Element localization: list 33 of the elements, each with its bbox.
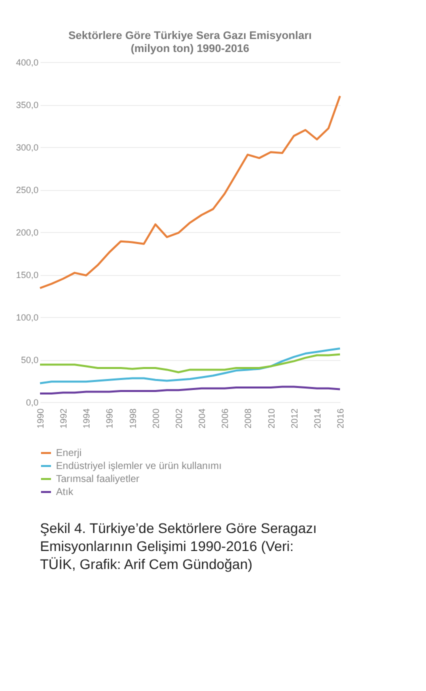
y-tick-label: 50,0: [20, 355, 38, 365]
y-tick-label: 200,0: [16, 228, 38, 238]
line-series: [39, 95, 341, 290]
x-tick-label: 2012: [289, 408, 300, 429]
line-series: [39, 386, 341, 394]
chart-title: Sektörlere Göre Türkiye Sera Gazı Emisyonları (milyon ton) 1990-2016: [68, 30, 312, 55]
y-tick-label: 400,0: [16, 58, 38, 68]
x-tick-label: 1998: [128, 408, 138, 429]
legend-label: Atık: [56, 487, 74, 498]
line-series: [39, 347, 341, 384]
x-tick-label: 1996: [104, 408, 115, 429]
x-tick-label: 2004: [197, 408, 208, 429]
x-tick-label: 2014: [312, 408, 322, 429]
x-tick-label: 2008: [243, 408, 254, 429]
x-tick-label: 1992: [58, 408, 69, 429]
legend-label: Endüstriyel işlemler ve ürün kullanımı: [56, 461, 222, 472]
x-tick-label: 2006: [220, 408, 230, 429]
legend-label: Tarımsal faaliyetler: [56, 474, 140, 485]
line-series: [39, 353, 341, 374]
y-tick-label: 350,0: [16, 100, 38, 110]
x-tick-label: 2010: [266, 408, 276, 429]
x-tick-label: 2002: [174, 408, 184, 429]
y-tick-label: 300,0: [16, 142, 38, 152]
y-tick-label: 150,0: [16, 270, 38, 280]
y-tick-label: 250,0: [16, 185, 38, 195]
x-tick-label: 2016: [336, 408, 346, 429]
y-tick-label: 100,0: [16, 312, 38, 322]
text: Şekil 4. Türkiye’de Sektörlere Göre Seragazı Emisyonlarının Gelişimi 1990-2016 (Veri: TÜİK, Grafik: Arif Cem Gündoğan): [40, 520, 317, 572]
legend-label: Enerji: [56, 448, 82, 459]
x-tick-label: 1990: [36, 408, 46, 429]
x-tick-label: 2000: [150, 408, 161, 429]
x-tick-label: 1994: [82, 408, 92, 429]
y-tick-label: 0,0: [26, 398, 38, 408]
